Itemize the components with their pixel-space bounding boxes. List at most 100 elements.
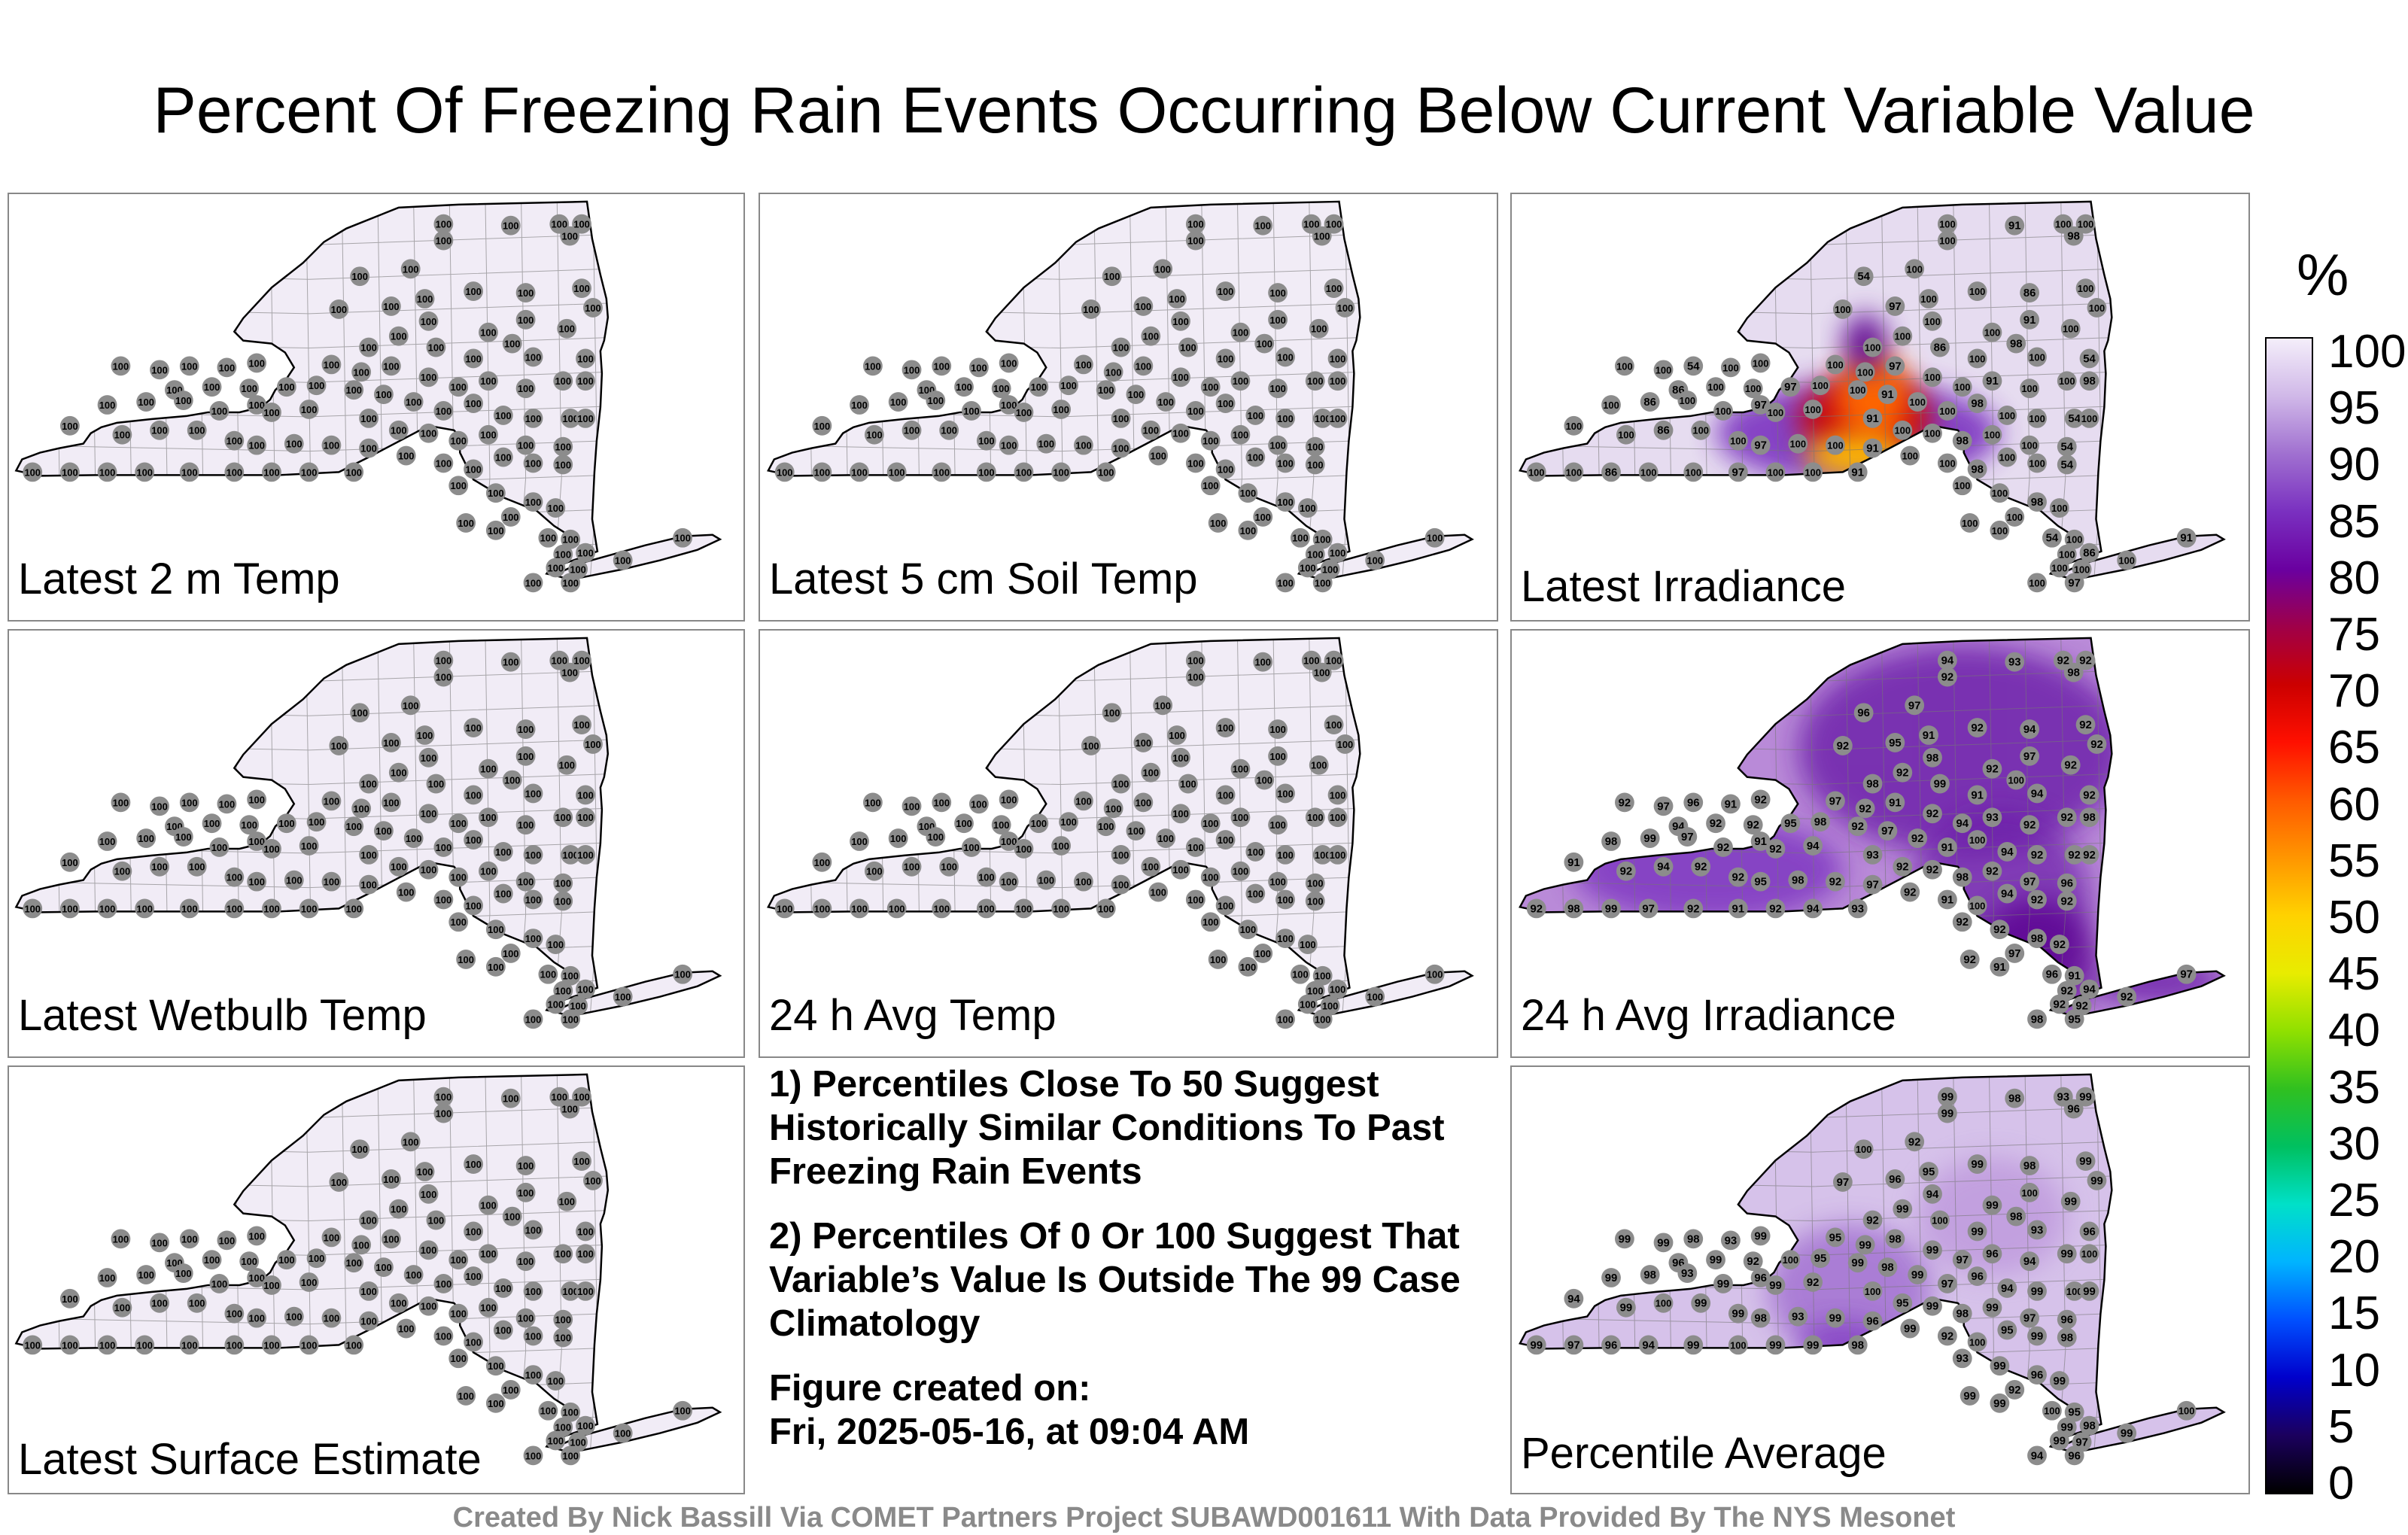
station-value: 100 [1233,764,1249,775]
station-value: 100 [24,1339,41,1351]
station-marker: 100 [1305,436,1325,457]
station-marker: 100 [1036,433,1057,454]
station-value: 99 [1769,1280,1782,1292]
station-value: 100 [1277,413,1294,424]
station-value: 54 [2083,353,2096,365]
county-line [1627,201,1636,580]
note-1: 1) Percentiles Close To 50 Suggest Histo… [769,1064,1445,1192]
station-value: 100 [552,1092,568,1103]
station-value: 98 [2083,812,2096,824]
station-marker: 100 [479,1297,498,1318]
station-marker: 100 [433,453,454,473]
station-value: 100 [814,857,831,868]
station-marker: 100 [1677,391,1698,410]
station-value: 100 [1783,1254,1799,1266]
station-value: 100 [865,797,881,808]
station-value: 100 [573,219,590,230]
station-value: 91 [1725,798,1738,810]
station-marker: 100 [1253,652,1273,672]
station-value: 100 [1233,430,1249,441]
station-value: 99 [1530,1339,1543,1351]
station-marker: 100 [1230,758,1251,779]
station-marker: 100 [433,1274,454,1293]
station-marker: 98 [1601,831,1621,851]
station-marker: 95 [1919,1162,1938,1181]
station-marker: 100 [1923,311,1942,331]
county-line [51,637,60,1017]
station-marker: 100 [1254,333,1275,354]
station-marker: 98 [2005,1088,2025,1108]
station-marker: 100 [1051,898,1072,919]
station-value: 100 [480,375,497,387]
station-value: 100 [1098,385,1114,396]
station-marker: 100 [111,1229,131,1249]
station-value: 98 [1866,779,1879,791]
station-marker: 99 [1982,1297,2002,1318]
station-marker: 100 [381,733,401,752]
station-value: 100 [495,888,512,899]
station-marker: 100 [418,1184,439,1204]
station-value: 100 [1655,1298,1672,1309]
station-value: 100 [345,385,362,396]
station-value: 100 [345,903,362,914]
station-value: 100 [1330,353,1346,364]
station-value: 100 [286,1312,303,1323]
station-value: 94 [2083,984,2096,996]
station-value: 100 [1337,302,1354,314]
station-marker: 100 [976,898,996,919]
station-marker: 100 [1327,408,1348,428]
station-marker: 94 [1997,842,2017,862]
station-value: 98 [1792,875,1804,887]
station-value: 100 [1895,331,1911,342]
station-marker: 100 [359,1210,379,1230]
station-marker: 100 [433,401,454,421]
station-value: 100 [375,825,392,837]
station-marker: 97 [2176,964,2197,984]
station-value: 54 [2068,413,2081,425]
station-value: 98 [2083,1421,2096,1433]
station-value: 94 [2031,1450,2044,1462]
station-value: 100 [383,797,400,808]
county-line [983,637,992,1017]
station-marker: 97 [1862,874,1883,895]
station-marker: 100 [456,950,476,969]
station-value: 100 [450,1309,467,1320]
station-marker: 100 [1238,483,1258,503]
station-marker: 99 [2075,1087,2096,1107]
station-marker: 100 [926,827,946,847]
station-marker: 100 [1937,214,1957,234]
station-value: 100 [360,413,377,424]
station-marker: 100 [583,734,603,754]
station-value: 99 [1986,1200,1999,1212]
station-value: 100 [99,1272,116,1284]
station-value: 100 [1113,413,1130,424]
station-value: 100 [1218,353,1234,364]
station-marker: 100 [112,1297,132,1318]
station-value: 100 [24,467,41,478]
station-value: 100 [1187,219,1204,230]
station-value: 99 [2079,1092,2092,1104]
station-value: 99 [1769,1339,1782,1351]
station-marker: 93 [1788,1306,1808,1327]
station-marker: 92 [1728,867,1748,887]
station-value: 100 [1804,404,1821,415]
station-marker: 92 [1982,861,2002,881]
station-value: 100 [391,331,407,342]
station-value: 100 [2074,564,2090,575]
station-marker: 100 [1653,360,1674,380]
station-value: 99 [1619,1233,1631,1245]
map-panel-24h-avg-irradiance: 94 93 92 92 98 92 97 96 91 92 94 92 92 95 98 92 97 92 91 10… [1510,629,2250,1058]
station-marker: 100 [850,395,869,415]
station-value: 100 [219,1235,236,1246]
panel-label: Percentile Average [1521,1429,1887,1478]
station-marker: 100 [1253,215,1273,236]
station-value: 100 [2006,512,2023,523]
station-marker: 100 [209,1274,230,1293]
station-value: 100 [525,577,542,588]
colorbar-tick-label: 100 [2328,326,2406,378]
station-value: 100 [1269,287,1286,299]
station-marker: 100 [576,408,595,428]
station-value: 98 [2010,1211,2023,1223]
station-marker: 100 [112,861,132,881]
station-value: 100 [138,1269,154,1281]
